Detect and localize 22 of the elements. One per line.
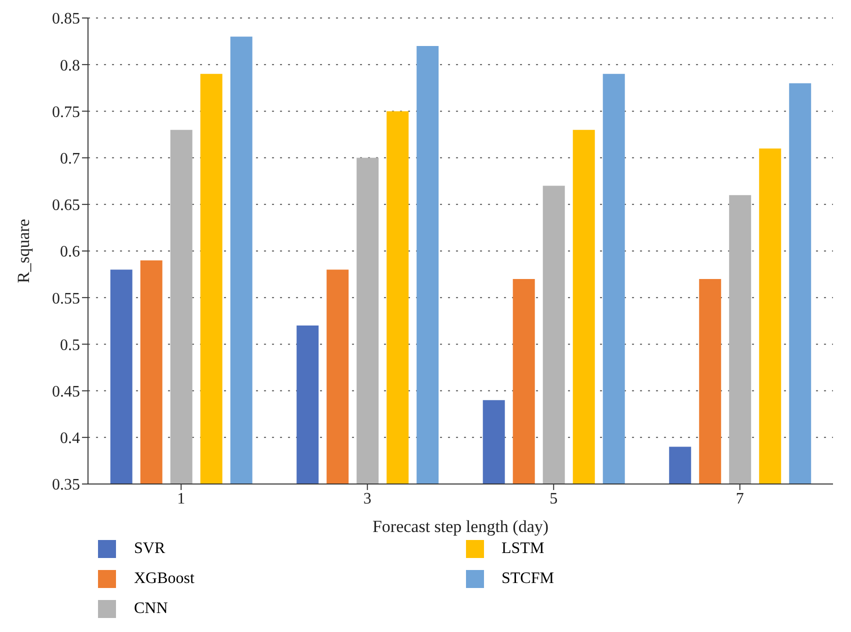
x-tick-label: 3	[363, 490, 372, 508]
y-tick-label: 0.5	[60, 336, 80, 354]
x-axis-title: Forecast step length (day)	[372, 517, 549, 536]
x-tick-label: 7	[736, 490, 744, 508]
y-tick-label: 0.65	[52, 197, 80, 214]
legend-label: SVR	[134, 540, 166, 558]
legend-label: STCFM	[502, 570, 554, 588]
x-tick-label: 5	[550, 490, 558, 508]
y-tick-label: 0.7	[60, 150, 80, 168]
y-tick-label: 0.8	[60, 57, 80, 74]
y-tick-label: 0.45	[52, 383, 80, 400]
y-tick-label: 0.85	[52, 10, 80, 28]
x-tick-label: 1	[177, 490, 186, 508]
y-tick-label: 0.35	[52, 476, 80, 494]
y-tick-label: 0.55	[52, 290, 80, 308]
legend-label: CNN	[134, 600, 168, 618]
y-tick-label: 0.4	[60, 430, 80, 448]
legend-label: LSTM	[502, 540, 544, 558]
y-tick-label: 0.75	[52, 104, 80, 121]
legend-label: XGBoost	[134, 570, 194, 588]
y-axis-title: R_square	[14, 218, 34, 284]
y-tick-label: 0.6	[60, 244, 80, 261]
